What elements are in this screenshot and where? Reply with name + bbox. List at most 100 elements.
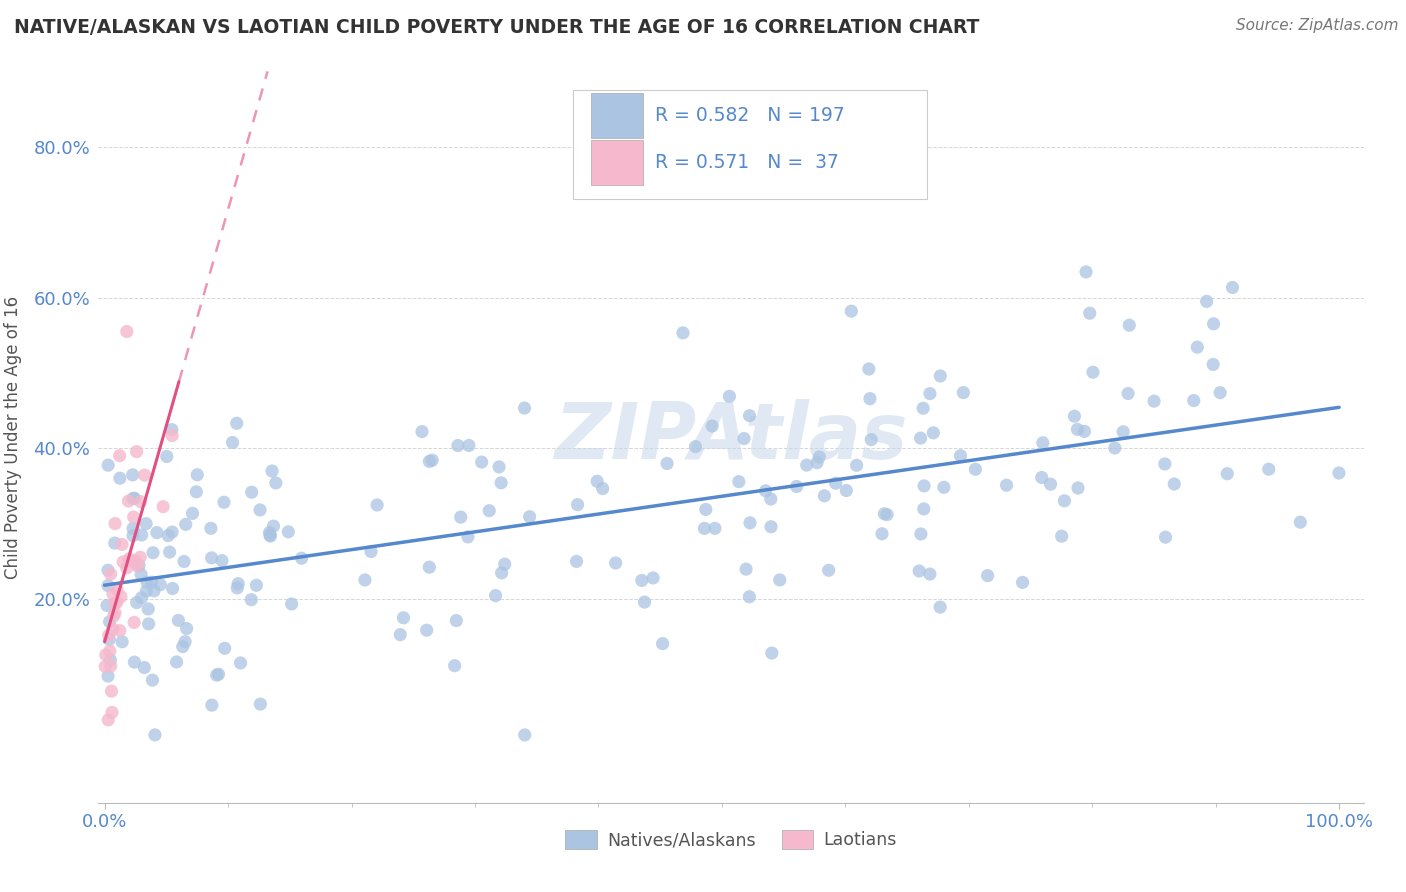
Point — [447, 438, 470, 452]
Point — [212, 495, 235, 509]
Point — [513, 728, 536, 742]
FancyBboxPatch shape — [591, 140, 643, 186]
Point — [738, 409, 761, 423]
Point — [918, 567, 941, 582]
Point — [121, 467, 143, 482]
Point — [1011, 575, 1033, 590]
Point — [105, 582, 128, 597]
Point — [443, 658, 465, 673]
Point — [260, 464, 283, 478]
Point — [1209, 385, 1232, 400]
Point — [131, 591, 153, 605]
Point — [118, 551, 141, 566]
Point — [1063, 409, 1085, 424]
Point — [519, 509, 541, 524]
Point — [127, 558, 149, 573]
Point — [104, 536, 127, 550]
Point — [817, 563, 839, 577]
Point — [918, 386, 941, 401]
Point — [446, 614, 468, 628]
Point — [738, 590, 761, 604]
Point — [134, 660, 156, 674]
Point — [129, 494, 152, 508]
FancyBboxPatch shape — [574, 90, 928, 200]
Point — [160, 428, 183, 442]
Point — [1116, 386, 1139, 401]
Point — [860, 433, 883, 447]
Point — [418, 454, 440, 468]
Point — [122, 510, 145, 524]
Point — [138, 616, 160, 631]
Point — [813, 489, 835, 503]
Point — [929, 600, 952, 615]
Point — [97, 563, 120, 577]
Point — [135, 584, 157, 599]
Point — [240, 485, 263, 500]
Point — [100, 653, 122, 667]
Point — [111, 537, 134, 551]
Point — [201, 698, 224, 713]
Point — [1195, 294, 1218, 309]
Point — [122, 491, 145, 506]
Point — [176, 622, 198, 636]
Point — [655, 457, 678, 471]
Point — [101, 706, 124, 720]
Point — [124, 655, 146, 669]
Text: NATIVE/ALASKAN VS LAOTIAN CHILD POVERTY UNDER THE AGE OF 16 CORRELATION CHART: NATIVE/ALASKAN VS LAOTIAN CHILD POVERTY … — [14, 18, 980, 37]
Point — [759, 491, 782, 506]
Point — [1257, 462, 1279, 476]
Point — [769, 573, 792, 587]
Point — [205, 668, 228, 682]
Point — [910, 527, 932, 541]
Point — [259, 528, 281, 542]
Point — [117, 494, 139, 508]
Point — [100, 567, 122, 582]
Point — [124, 491, 146, 505]
Point — [754, 483, 776, 498]
Point — [141, 673, 163, 687]
Point — [146, 525, 169, 540]
Point — [94, 648, 117, 662]
Point — [360, 544, 382, 558]
Point — [264, 475, 287, 490]
Point — [128, 558, 150, 573]
Point — [952, 385, 974, 400]
Point — [129, 550, 152, 565]
Point — [200, 521, 222, 535]
Point — [1039, 477, 1062, 491]
Point — [115, 561, 138, 575]
Point — [226, 576, 249, 591]
Point — [105, 595, 128, 609]
Point — [201, 550, 224, 565]
Point — [695, 502, 717, 516]
Point — [166, 655, 188, 669]
Point — [651, 637, 673, 651]
Point — [450, 510, 472, 524]
Point — [1078, 306, 1101, 320]
Point — [1118, 318, 1140, 333]
Point — [103, 597, 125, 611]
Point — [806, 456, 828, 470]
Point — [98, 615, 121, 629]
Point — [112, 555, 135, 569]
Point — [718, 389, 741, 403]
Point — [1187, 340, 1209, 354]
Point — [932, 480, 955, 494]
Point — [172, 640, 194, 654]
Point — [135, 516, 157, 531]
Point — [186, 484, 208, 499]
Point — [1081, 365, 1104, 379]
Point — [122, 529, 145, 543]
Point — [411, 425, 433, 439]
Point — [672, 326, 695, 340]
Point — [1104, 441, 1126, 455]
Point — [136, 575, 159, 590]
Point — [167, 614, 190, 628]
Point — [211, 554, 233, 568]
Point — [104, 606, 127, 620]
Point — [125, 444, 148, 458]
Point — [214, 641, 236, 656]
Point — [118, 554, 141, 568]
Point — [567, 498, 589, 512]
Point — [859, 392, 882, 406]
